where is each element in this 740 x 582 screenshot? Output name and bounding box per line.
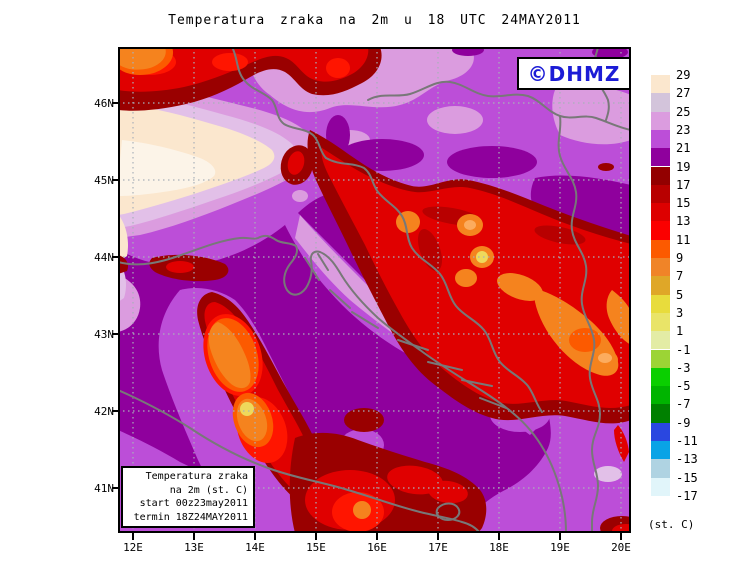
colorbar-cell (651, 367, 670, 387)
colorbar-value-label: 23 (676, 122, 691, 137)
legend-line-3: start 00z23may2011 (139, 498, 248, 509)
lon-label: 19E (550, 541, 570, 554)
colorbar-value-label: -9 (676, 415, 691, 430)
lon-label: 13E (184, 541, 204, 554)
colorbar-cell (651, 441, 670, 460)
lat-label: 46N (94, 97, 114, 110)
colorbar-value-label: -3 (676, 360, 691, 375)
dhmz-logo: ©DHMZ (517, 57, 631, 90)
colorbar-cell (651, 422, 670, 441)
coastline-layer (118, 47, 631, 533)
lon-label: 12E (123, 541, 143, 554)
colorbar-cell (651, 312, 670, 332)
lon-label: 18E (489, 541, 509, 554)
colorbar-value-label: -1 (676, 342, 691, 357)
colorbar-cell (651, 75, 670, 94)
colorbar-value-label: -11 (676, 434, 698, 448)
map-frame (112, 47, 631, 540)
dhmz-logo-text: ©DHMZ (527, 61, 621, 86)
map-title: Temperatura zraka na 2m u 18 UTC 24MAY20… (168, 13, 581, 28)
legend-line-2: na 2m (st. C) (169, 484, 248, 496)
colorbar-cell (651, 294, 670, 313)
colorbar-value-label: -13 (676, 452, 698, 467)
colorbar-value-label: 21 (676, 141, 691, 156)
legend-box: Temperatura zraka na 2m (st. C) start 00… (121, 466, 255, 528)
colorbar-value-label: -17 (676, 488, 698, 503)
colorbar-cell (651, 349, 670, 368)
lat-label: 43N (94, 328, 114, 341)
lon-label: 15E (306, 541, 326, 554)
colorbar-value-label: 1 (676, 324, 684, 339)
colorbar-value-label: 29 (676, 68, 691, 82)
colorbar-value-label: 27 (676, 86, 691, 101)
legend-line-1: Temperatura zraka (145, 471, 248, 482)
colorbar-cell (651, 93, 670, 112)
colorbar-value-label: 7 (676, 269, 684, 284)
colorbar-cell (651, 477, 670, 496)
colorbar-value-label: -7 (676, 397, 691, 412)
colorbar-cell (651, 276, 670, 295)
colorbar-cell (651, 258, 670, 277)
colorbar-cell (651, 148, 670, 167)
colorbar-value-label: 3 (676, 305, 684, 320)
lat-label: 42N (94, 405, 114, 418)
colorbar-value-label: 17 (676, 177, 691, 192)
colorbar-value-label: 5 (676, 287, 684, 302)
colorbar-value-label: 9 (676, 251, 684, 265)
colorbar-value-label: 15 (676, 196, 691, 211)
colorbar-cell (651, 386, 670, 405)
colorbar-cell (651, 166, 670, 185)
colorbar-cell (651, 221, 670, 240)
colorbar-cell (651, 111, 670, 130)
colorbar-unit-label: (st. C) (648, 518, 695, 531)
colorbar-cell (651, 184, 670, 204)
colorbar-cell (651, 331, 670, 350)
lon-label: 14E (245, 541, 265, 554)
lon-label: 17E (428, 541, 448, 554)
colorbar-value-label: 13 (676, 214, 691, 229)
colorbar-value-label: 11 (676, 232, 691, 247)
gridline-layer (118, 47, 631, 533)
lat-label: 41N (94, 482, 114, 495)
colorbar-cell (651, 404, 670, 423)
temperature-fill-layer (118, 47, 631, 533)
colorbar-value-label: -5 (676, 379, 691, 394)
lat-label: 44N (94, 251, 114, 264)
lat-label: 45N (94, 174, 114, 187)
colorbar-cell (651, 459, 670, 478)
colorbar-cell (651, 495, 670, 515)
colorbar-value-label: 25 (676, 104, 691, 119)
colorbar-cell (651, 203, 670, 222)
colorbar-value-label: -15 (676, 470, 698, 485)
lon-label: 20E (611, 541, 631, 554)
legend-line-4: termin 18Z24MAY2011 (133, 511, 248, 523)
colorbar-value-label: 19 (676, 159, 691, 174)
colorbar-cell (651, 239, 670, 258)
colorbar-cell (651, 129, 670, 149)
lon-label: 16E (367, 541, 387, 554)
